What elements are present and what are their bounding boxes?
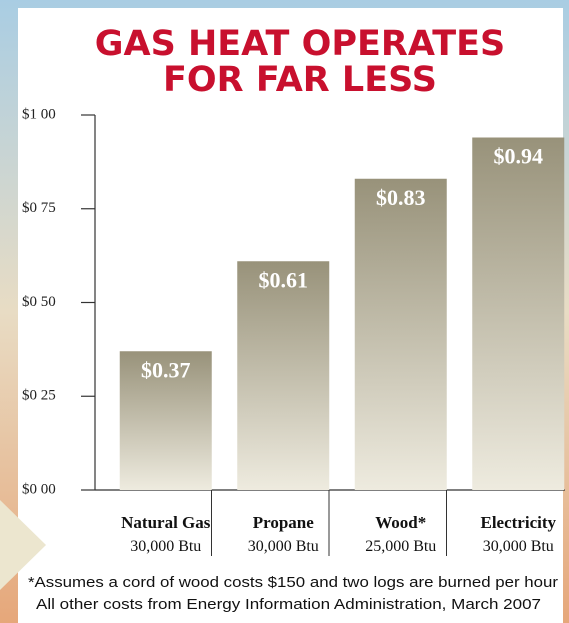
x-tick-sublabel: 30,000 Btu: [483, 538, 554, 555]
y-tick-label: $0 75: [22, 200, 56, 216]
x-tick-sublabel: 30,000 Btu: [248, 538, 319, 555]
value-label: $0.94: [494, 144, 544, 169]
x-tick-label: Natural Gas: [121, 513, 211, 532]
y-tick-label: $0 50: [22, 294, 56, 310]
chart-title: GAS HEAT OPERATES: [95, 24, 505, 64]
value-label: $0.61: [259, 267, 309, 292]
arrow: [0, 500, 46, 590]
bar: [237, 261, 330, 490]
value-label: $0.37: [141, 357, 191, 382]
y-tick-label: $0 25: [22, 388, 56, 404]
chart-title: FOR FAR LESS: [163, 60, 437, 100]
x-tick-label: Wood*: [375, 513, 426, 532]
x-tick-sublabel: 25,000 Btu: [365, 538, 436, 555]
value-label: $0.83: [376, 185, 426, 210]
x-tick-label: Propane: [253, 513, 315, 532]
footnote: *Assumes a cord of wood costs $150 and t…: [28, 574, 558, 591]
x-tick-label: Electricity: [480, 513, 556, 532]
bar: [354, 178, 447, 490]
footnote: All other costs from Energy Information …: [36, 596, 541, 613]
x-tick-sublabel: 30,000 Btu: [130, 538, 201, 555]
y-tick-label: $0 00: [22, 481, 56, 497]
bar: [472, 137, 565, 490]
y-tick-label: $1 00: [22, 106, 56, 122]
bar: [119, 351, 212, 490]
